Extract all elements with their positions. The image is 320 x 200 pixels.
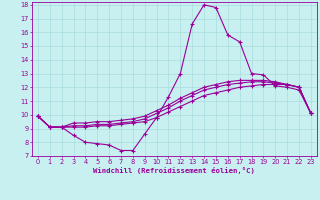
- X-axis label: Windchill (Refroidissement éolien,°C): Windchill (Refroidissement éolien,°C): [93, 167, 255, 174]
